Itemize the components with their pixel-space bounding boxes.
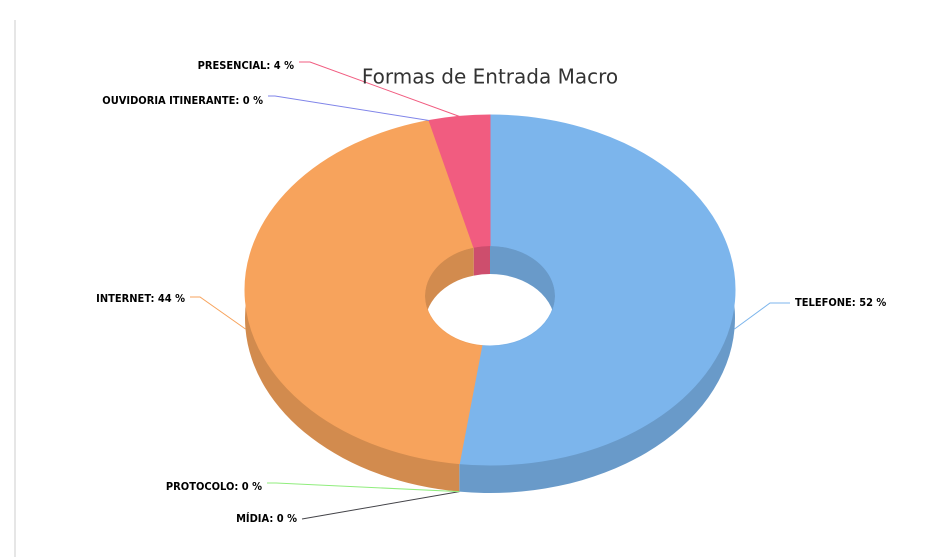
tops [244,114,736,466]
connector [190,296,246,330]
data-label: MÍDIA: 0 % [236,512,297,525]
data-label: PROTOCOLO: 0 % [166,480,262,493]
slice-inner-wall [473,246,490,276]
connector [268,95,430,121]
connector [301,491,460,520]
connector [734,302,790,330]
data-label: OUVIDORIA ITINERANTE: 0 % [102,94,263,107]
chart-title: Formas de Entrada Macro [362,65,618,89]
data-label: TELEFONE: 52 % [795,296,886,309]
labels: TELEFONE: 52 % MÍDIA: 0 % PROTOCOLO: 0 % IN… [96,59,886,525]
connector [299,61,460,117]
data-label: INTERNET: 44 % [96,292,185,305]
data-label: PRESENCIAL: 4 % [198,59,294,72]
connector [267,482,460,493]
